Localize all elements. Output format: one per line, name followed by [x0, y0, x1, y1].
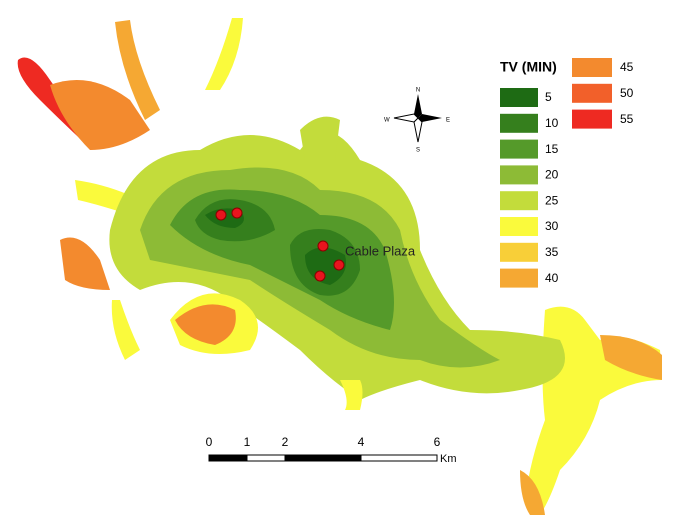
- place-label: Cable Plaza: [345, 243, 416, 258]
- legend-swatch: [500, 268, 538, 288]
- scale-segment: [246, 454, 286, 462]
- legend-swatch: [500, 88, 538, 107]
- compass-letter: N: [416, 88, 420, 94]
- legend-label: 25: [545, 193, 559, 207]
- scale-unit: Km: [440, 453, 457, 465]
- legend-label: 15: [545, 142, 559, 156]
- zone: [205, 18, 243, 90]
- scale-label: 4: [358, 435, 365, 449]
- legend-label: 30: [545, 219, 559, 233]
- facility: [317, 240, 329, 252]
- zone: [115, 20, 160, 120]
- scale-segment: [360, 454, 438, 462]
- scale-label: 6: [434, 435, 441, 449]
- legend-swatch: [500, 217, 538, 236]
- scale-label: 1: [244, 435, 251, 449]
- zone: [340, 380, 363, 410]
- facility: [215, 209, 227, 221]
- zone: [111, 300, 140, 360]
- legend-label: 20: [545, 168, 559, 182]
- legend-label: 35: [545, 245, 559, 259]
- zone: [520, 470, 545, 515]
- facility: [314, 270, 326, 282]
- compass-arrow: [414, 94, 422, 118]
- compass-letter: W: [384, 118, 390, 124]
- zone: [300, 116, 340, 160]
- scale-bar: 0 1 2 4 6 Km: [206, 435, 457, 465]
- legend-title: TV (MIN): [500, 59, 557, 75]
- scale-label: 0: [206, 435, 213, 449]
- scale-label: 2: [282, 435, 289, 449]
- scale-segment: [208, 454, 248, 462]
- compass-arrow: [393, 113, 419, 123]
- legend-label: 5: [545, 90, 552, 104]
- zone: [50, 80, 150, 150]
- compass-letter: S: [416, 148, 420, 154]
- compass-arrow: [413, 117, 423, 143]
- compass-letter: E: [446, 118, 450, 124]
- legend-swatch: [572, 58, 612, 77]
- compass-arrow: [418, 114, 442, 122]
- legend-swatch: [500, 242, 538, 262]
- scale-segment: [284, 454, 362, 462]
- zone: [600, 335, 662, 380]
- legend-swatch: [572, 109, 612, 129]
- facility: [333, 259, 345, 271]
- zone: [60, 237, 110, 290]
- legend-label: 40: [545, 271, 559, 285]
- facility: [231, 207, 243, 219]
- legend-swatch: [572, 83, 612, 103]
- legend-swatch: [500, 191, 538, 211]
- legend-label: 10: [545, 116, 559, 130]
- legend-swatch: [500, 139, 538, 159]
- zone: [175, 304, 236, 345]
- facilities: [215, 207, 345, 282]
- legend-label: 55: [620, 112, 634, 126]
- legend-label: 50: [620, 86, 634, 100]
- legend-swatch: [500, 165, 538, 185]
- legend: 5 10 15 20 25 30 35 40 45 50 55: [500, 58, 634, 288]
- compass: N S E W: [384, 88, 450, 154]
- legend-swatch: [500, 113, 538, 133]
- legend-label: 45: [620, 60, 634, 74]
